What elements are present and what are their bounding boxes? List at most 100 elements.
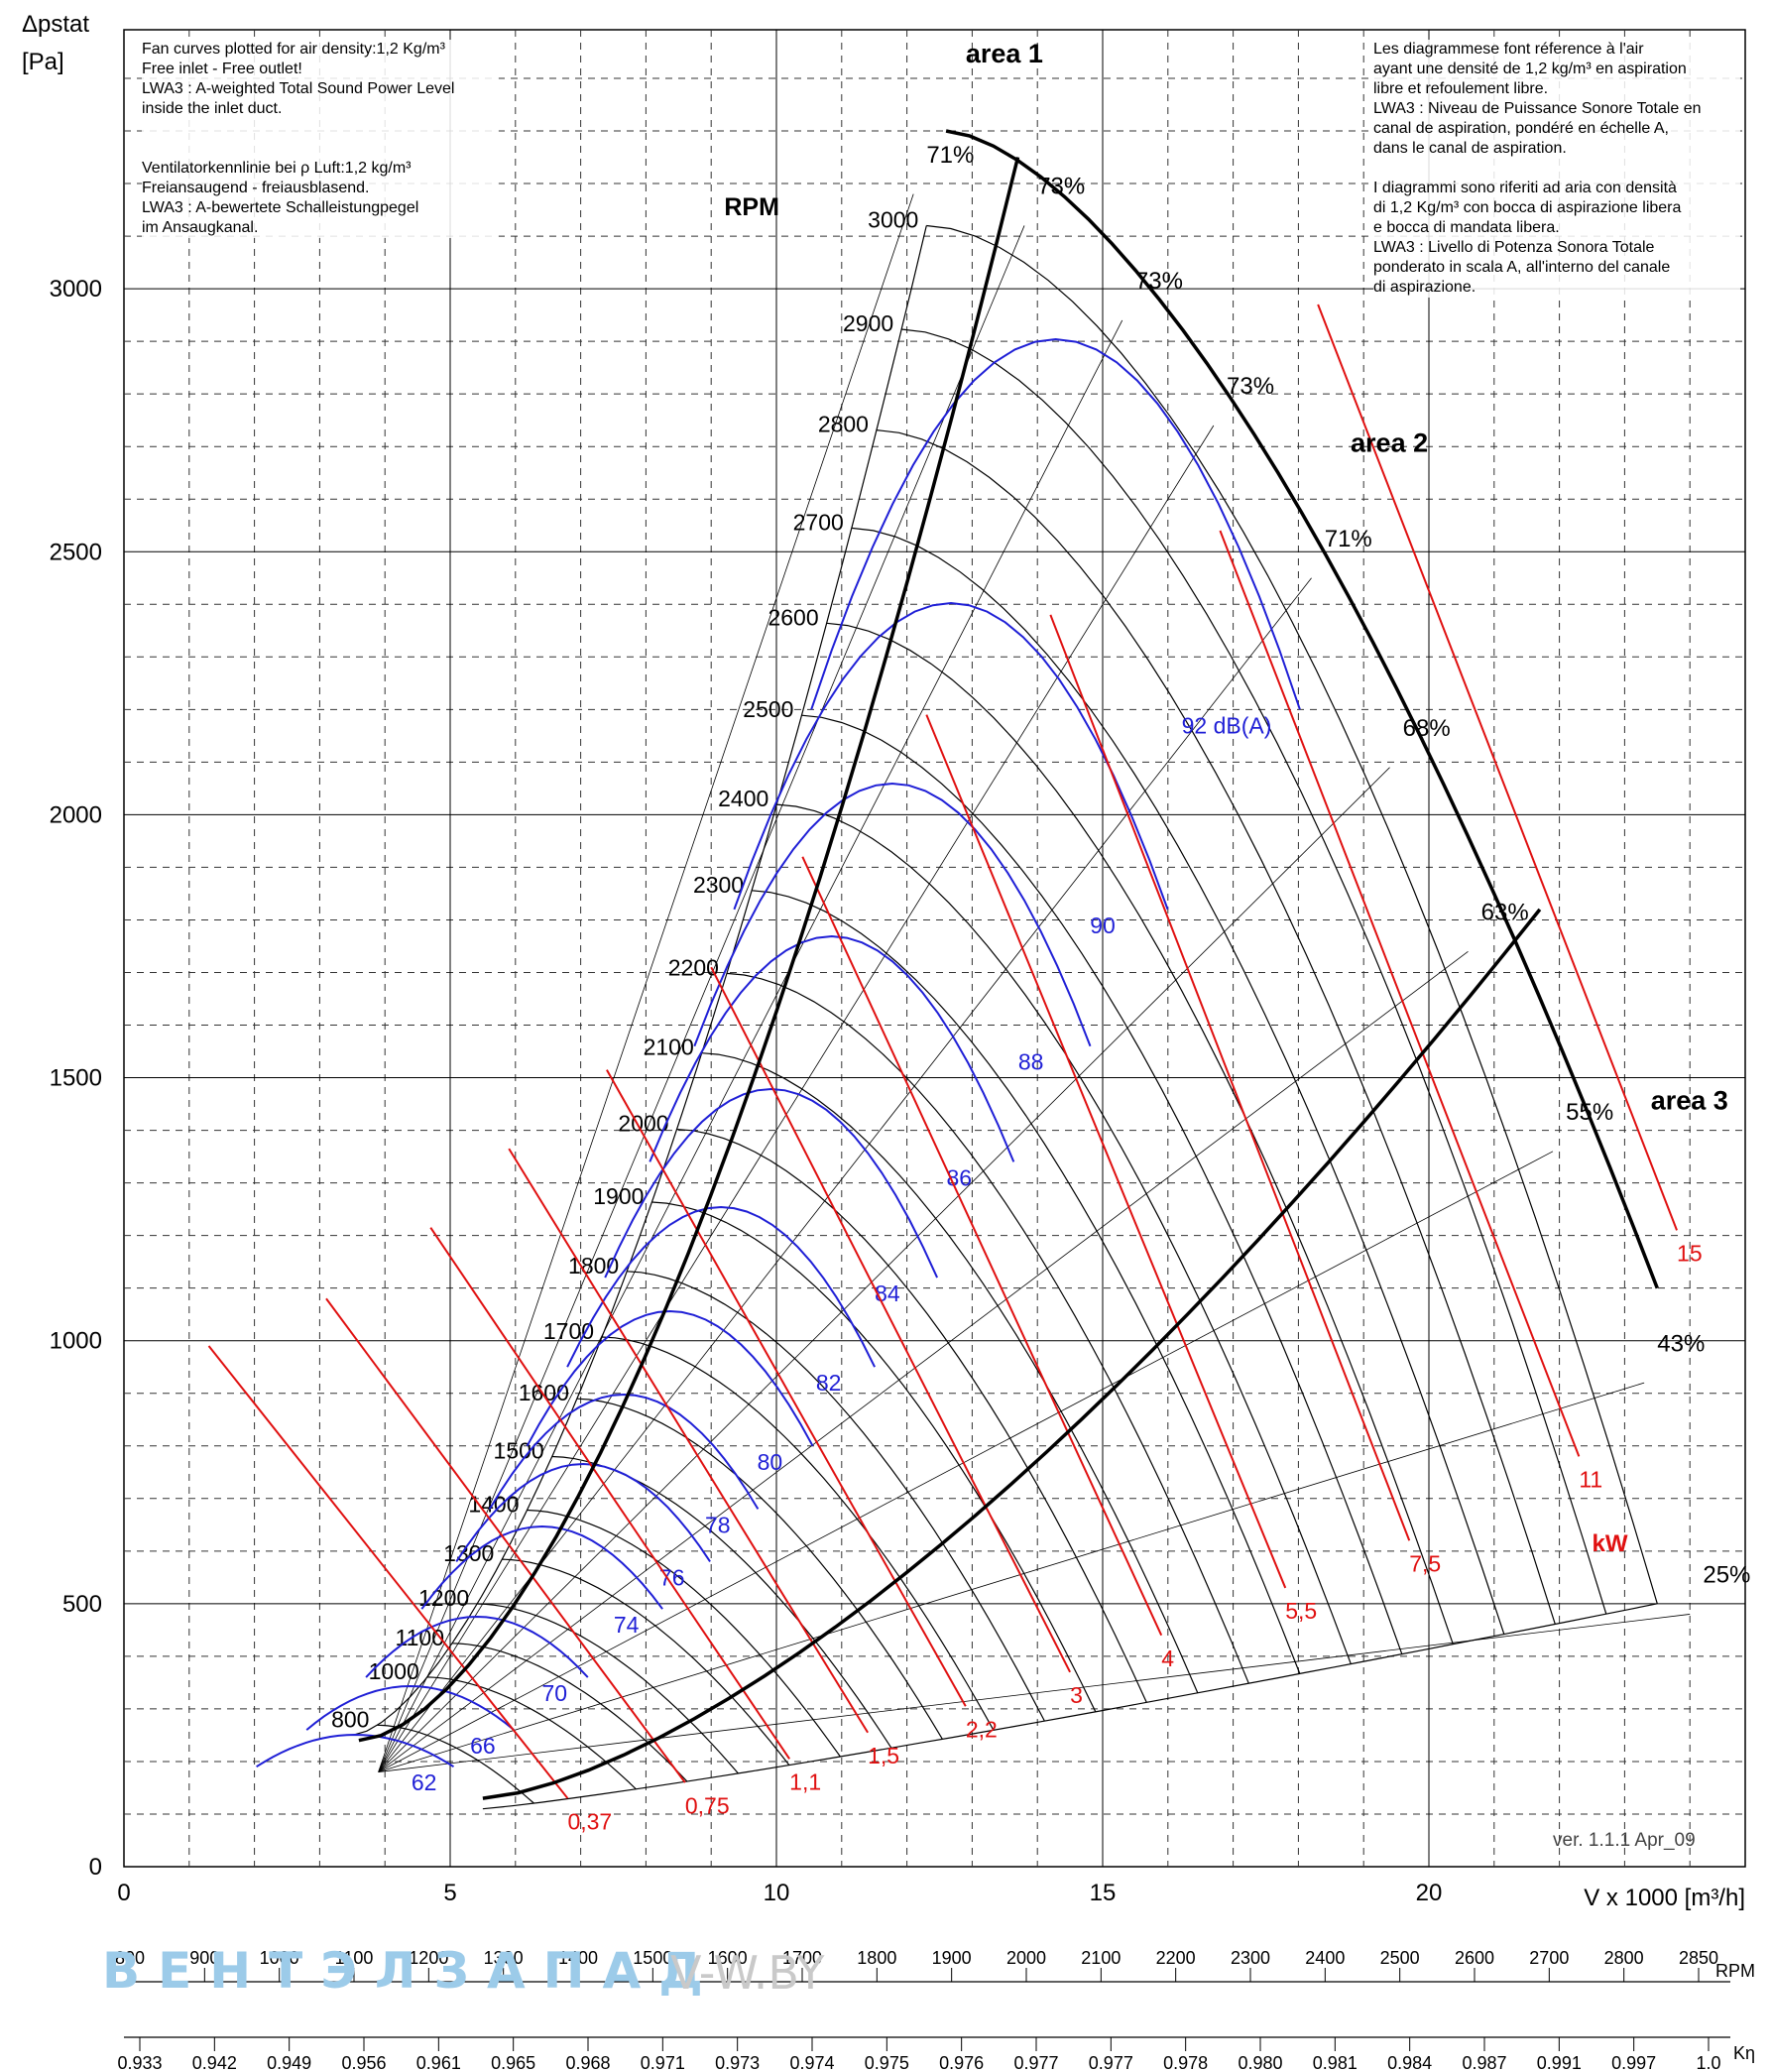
- sound-label: 78: [705, 1512, 731, 1537]
- efficiency-label: 71%: [1325, 526, 1372, 552]
- rpm-curve: [851, 527, 1505, 1635]
- power-label: 11: [1579, 1467, 1602, 1493]
- y-tick-label: 2000: [50, 801, 102, 828]
- power-label: 0,37: [567, 1808, 612, 1834]
- y-tick-label: 3000: [50, 276, 102, 303]
- area-boundary-2: [945, 129, 1659, 1289]
- k-scale-label: 0.977: [1013, 2053, 1058, 2072]
- rpm-label: 2000: [618, 1111, 668, 1137]
- power-line: [1049, 614, 1411, 1541]
- rpm-curve: [876, 429, 1556, 1625]
- rpm-scale-label: 2000: [1006, 1948, 1046, 1968]
- rpm-label: 800: [331, 1706, 369, 1732]
- efficiency-label: 43%: [1657, 1330, 1705, 1357]
- k-scale-label: 1.0: [1696, 2053, 1720, 2072]
- sound-curve: [566, 1205, 876, 1368]
- rpm-label: 2400: [718, 786, 768, 811]
- rpm-label: 2500: [743, 696, 793, 722]
- rpm-scale-label: 2100: [1081, 1948, 1121, 1968]
- sound-label: 90: [1090, 913, 1116, 938]
- rpm-curve: [901, 328, 1607, 1615]
- x-axis-label: V x 1000 [m³/h]: [1584, 1885, 1745, 1911]
- k-scale-label: 0.956: [341, 2053, 386, 2072]
- rpm-curve: [701, 1052, 1199, 1694]
- rpm-scale-label: 1400: [558, 1948, 598, 1968]
- power-label: 1,1: [789, 1769, 821, 1795]
- plot-frame: [123, 29, 1746, 1868]
- power-label: 15: [1677, 1241, 1703, 1267]
- sound-curve: [455, 1462, 711, 1562]
- rpm-label: 2900: [843, 310, 893, 336]
- k-scale-label: 0.961: [416, 2053, 461, 2072]
- sound-label: 66: [470, 1733, 496, 1759]
- rpm-label: 1600: [519, 1380, 569, 1405]
- k-scale-label: 0.984: [1387, 2053, 1432, 2072]
- note-right: Les diagrammese font réference à l'air a…: [1373, 40, 1740, 298]
- sound-curve: [305, 1684, 515, 1731]
- rpm-curve: [726, 972, 1249, 1684]
- power-line: [710, 966, 1071, 1673]
- rpm-curve: [426, 1676, 637, 1790]
- rpm-curve: [826, 622, 1454, 1645]
- k-scale-label: 0.981: [1313, 2053, 1358, 2072]
- rpm-label: 2800: [818, 412, 869, 437]
- sound-curve: [733, 601, 1169, 911]
- rpm-label: 3000: [868, 206, 918, 232]
- rpm-curve: [752, 890, 1301, 1674]
- y-tick-label: 2500: [50, 539, 102, 565]
- efficiency-ray: [378, 950, 1469, 1772]
- area-label: area 1: [966, 39, 1043, 68]
- area-label: area 3: [1651, 1085, 1728, 1115]
- rpm-curve: [627, 1271, 1045, 1722]
- rpm-scale-label: 2300: [1231, 1948, 1270, 1968]
- power-label: 5,5: [1285, 1598, 1317, 1624]
- power-line: [1317, 304, 1678, 1231]
- version-label: ver. 1.1.1 Apr_09: [1553, 1830, 1696, 1851]
- efficiency-ray: [378, 1151, 1554, 1772]
- rpm-curve: [801, 714, 1403, 1654]
- rpm-curve: [477, 1603, 739, 1774]
- k-scale-label: 0.987: [1462, 2053, 1506, 2072]
- power-line: [801, 856, 1163, 1637]
- k-scale-title: Kη: [1733, 2043, 1755, 2063]
- power-label: 2,2: [966, 1716, 998, 1742]
- rpm-curve: [651, 1201, 1097, 1713]
- sound-label: 88: [1018, 1049, 1044, 1075]
- watermark-brand: ВЕНТЭЛЗАПАД: [102, 1942, 721, 2000]
- rpm-scale-label: 2700: [1529, 1948, 1569, 1968]
- rpm-scale-title: RPM: [1715, 1961, 1755, 1981]
- y-tick-label: 1000: [50, 1328, 102, 1355]
- rpm-label: 1100: [396, 1625, 444, 1650]
- envelope-upper: [352, 225, 927, 1736]
- rpm-label: 2600: [767, 604, 818, 630]
- rpm-label: 2100: [644, 1035, 694, 1060]
- power-label: 1,5: [868, 1743, 899, 1768]
- sound-label: 62: [412, 1769, 437, 1795]
- efficiency-ray: [378, 1614, 1691, 1772]
- sound-curve: [693, 782, 1092, 1047]
- rpm-scale-label: 1600: [708, 1948, 748, 1968]
- rpm-curve: [527, 1509, 841, 1758]
- rpm-label: 1500: [494, 1438, 544, 1464]
- power-label: 7,5: [1409, 1550, 1441, 1576]
- sound-label: 82: [816, 1370, 842, 1396]
- power-line: [429, 1227, 790, 1760]
- power-line: [925, 714, 1287, 1589]
- power-line: [1219, 530, 1581, 1457]
- rpm-scale-label: 1900: [932, 1948, 972, 1968]
- efficiency-ray: [378, 1382, 1645, 1772]
- rpm-scale-label: 1700: [782, 1948, 822, 1968]
- k-scale-label: 0.974: [789, 2053, 834, 2072]
- power-label: 3: [1070, 1682, 1083, 1708]
- area-label: area 2: [1351, 427, 1428, 457]
- rpm-curve: [926, 224, 1658, 1604]
- rpm-scale-label: 1000: [260, 1948, 299, 1968]
- rpm-scale-label: 1300: [484, 1948, 524, 1968]
- x-tick-label: 0: [117, 1880, 130, 1906]
- k-scale-label: 0.980: [1238, 2053, 1282, 2072]
- k-scale-label: 0.968: [565, 2053, 610, 2072]
- efficiency-label: 73%: [1227, 373, 1274, 400]
- efficiency-ray: [378, 193, 914, 1772]
- k-scale-label: 0.971: [641, 2053, 685, 2072]
